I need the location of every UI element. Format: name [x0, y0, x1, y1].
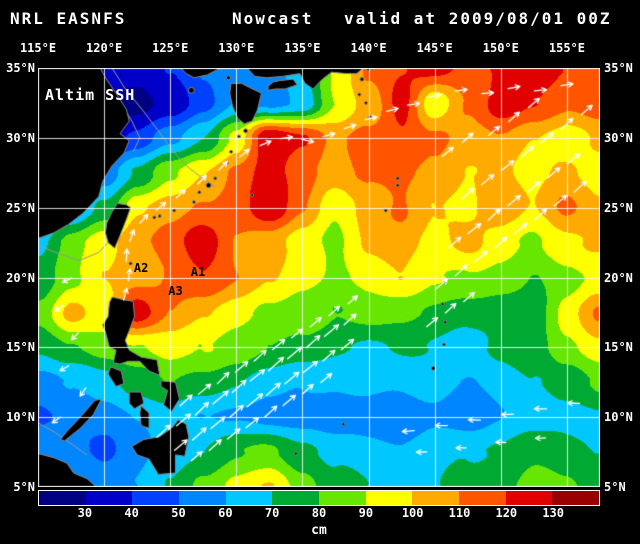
- lon-tick-label: 155°E: [548, 41, 585, 55]
- colorbar-ticks: 30 40 50 60 70 80 90 100 110 120 130: [38, 506, 600, 521]
- lat-tick-label-left: 35°N: [6, 61, 35, 75]
- lat-tick-label-right: 20°N: [604, 270, 633, 285]
- lat-tick-label-right: 25°N: [604, 200, 633, 215]
- colorbar-segment: [552, 491, 600, 505]
- colorbar-segment: [39, 491, 86, 505]
- map-area: Altim SSH A1 A2 A3: [38, 68, 600, 487]
- colorbar-segment: [132, 491, 180, 505]
- lat-tick-label-right: 5°N: [604, 480, 626, 494]
- run-mode-label: Nowcast: [232, 9, 314, 28]
- lon-tick-label: 135°E: [284, 41, 321, 55]
- lat-tick-label-right: 30°N: [604, 130, 633, 145]
- colorbar-tick-label: 70: [264, 506, 280, 520]
- colorbar-segment: [85, 491, 133, 505]
- lat-tick-label-left: 10°N: [6, 410, 35, 425]
- lon-tick-label: 120°E: [86, 41, 123, 55]
- lon-tick-label: 125°E: [152, 41, 189, 55]
- colorbar-segment: [272, 491, 320, 505]
- valid-time-label: valid at 2009/08/01 00Z: [344, 9, 612, 28]
- colorbar-tick-label: 90: [358, 506, 374, 520]
- colorbar-tick-label: 80: [311, 506, 327, 520]
- lon-tick-label: 150°E: [482, 41, 519, 55]
- colorbar-segment: [412, 491, 460, 505]
- lat-tick-label-right: 10°N: [604, 410, 633, 425]
- colorbar-tick-label: 120: [495, 506, 518, 520]
- colorbar-tick-label: 30: [77, 506, 93, 520]
- map-variable-label: Altim SSH: [45, 86, 136, 104]
- lon-tick-label: 130°E: [218, 41, 255, 55]
- colorbar-tick-label: 130: [542, 506, 564, 520]
- lon-tick-label: 145°E: [416, 41, 453, 55]
- lat-tick-label-right: 15°N: [604, 340, 633, 355]
- colorbar-segment: [225, 491, 273, 505]
- eddy-label: A3: [168, 284, 183, 299]
- eddy-label: A2: [133, 260, 149, 275]
- colorbar-unit-label: cm: [311, 523, 327, 538]
- colorbar-segment: [319, 491, 366, 505]
- colorbar-tick-label: 110: [448, 506, 471, 520]
- lat-tick-label-left: 5°N: [13, 480, 35, 494]
- lat-tick-label-left: 30°N: [6, 130, 35, 145]
- colorbar-tick-label: 40: [124, 506, 139, 520]
- product-title: NRL EASNFS: [10, 9, 127, 28]
- lat-tick-label-right: 35°N: [604, 61, 633, 75]
- colorbar-tick-label: 60: [218, 506, 233, 520]
- colorbar-segment: [505, 491, 553, 505]
- colorbar-segment: [179, 491, 226, 505]
- eddy-label: A1: [190, 264, 206, 279]
- colorbar: [38, 490, 600, 506]
- map-canvas: [38, 68, 600, 487]
- lon-tick-label: 140°E: [350, 41, 387, 55]
- colorbar-segment: [365, 491, 413, 505]
- colorbar-tick-label: 100: [401, 506, 424, 520]
- colorbar-segment: [459, 491, 506, 505]
- lat-tick-label-left: 20°N: [6, 270, 35, 285]
- lat-tick-label-left: 15°N: [6, 340, 35, 355]
- colorbar-tick-label: 50: [171, 506, 186, 520]
- lat-tick-label-left: 25°N: [6, 200, 35, 215]
- lon-tick-label: 115°E: [19, 41, 57, 55]
